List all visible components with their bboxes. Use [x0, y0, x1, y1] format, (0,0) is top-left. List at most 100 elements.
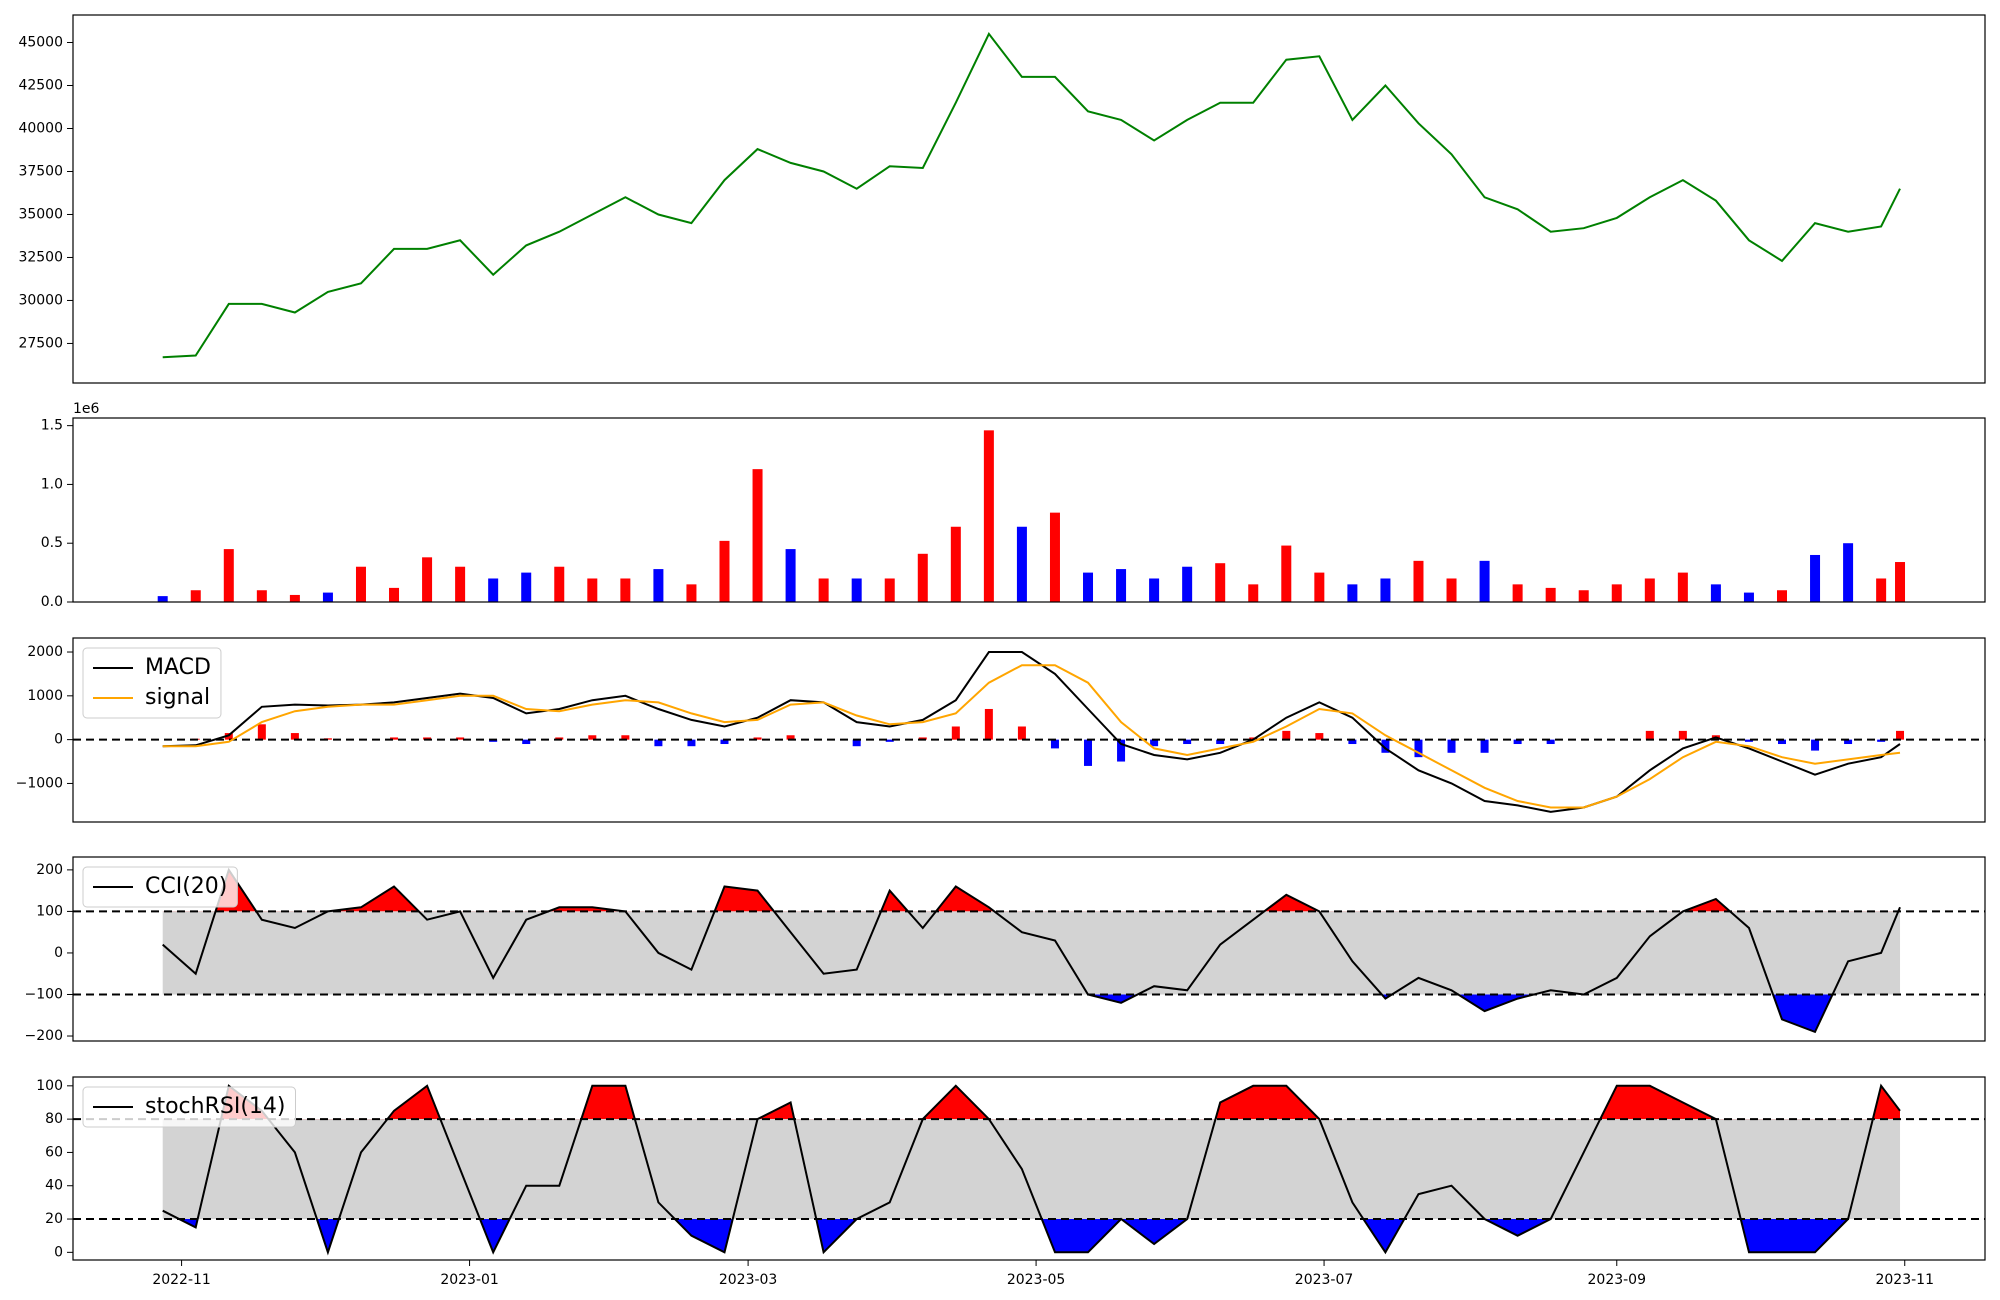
volume-bar — [1545, 587, 1556, 602]
histogram-bar — [1896, 730, 1905, 740]
histogram-bar — [753, 737, 762, 740]
volume-bar — [785, 549, 796, 602]
volume-bar — [1479, 560, 1490, 602]
x-tick-label: 2023-07 — [1295, 1272, 1354, 1288]
volume-bar — [1776, 590, 1787, 602]
volume-bar — [488, 578, 499, 602]
y-tick-label: 0 — [54, 945, 63, 961]
histogram-bar — [555, 737, 564, 740]
histogram-bar — [1877, 739, 1886, 742]
histogram-bar — [522, 739, 531, 745]
histogram-bar — [1447, 739, 1456, 753]
neutral-band — [162, 1119, 1901, 1220]
legend-box — [82, 866, 238, 908]
neutral-band — [162, 911, 1901, 995]
y-tick-label: 32500 — [18, 249, 63, 265]
volume-bar — [1446, 578, 1457, 602]
legend-label: CCI(20) — [145, 874, 227, 899]
histogram-bar — [1744, 739, 1753, 742]
y-tick-label: 45000 — [18, 35, 63, 51]
volume-bar — [1512, 584, 1523, 602]
panel-frame — [72, 1076, 1986, 1261]
volume-bar — [1116, 569, 1127, 602]
volume-bar — [653, 569, 664, 602]
histogram-bar — [1678, 730, 1687, 740]
y-tick-label: 1.5 — [41, 418, 63, 434]
histogram-bar — [588, 735, 597, 740]
histogram-bar — [290, 733, 299, 740]
histogram-bar — [1282, 730, 1291, 740]
histogram-bar — [489, 739, 498, 742]
x-tick-label: 2022-11 — [152, 1272, 211, 1288]
histogram-bar — [1050, 739, 1059, 749]
volume-bar — [587, 578, 598, 602]
histogram-bar — [257, 724, 266, 740]
histogram-bar — [1811, 739, 1820, 751]
histogram-bar — [654, 739, 663, 747]
histogram-bar — [1480, 739, 1489, 753]
volume-bar — [1281, 545, 1292, 602]
volume-bar — [1380, 578, 1391, 602]
histogram-bar — [1645, 730, 1654, 740]
legend-label: stochRSI(14) — [145, 1094, 286, 1119]
legend: MACD signal — [82, 647, 222, 719]
volume-bar — [223, 549, 234, 602]
legend: CCI(20) — [82, 866, 238, 908]
y-tick-label: 2000 — [27, 644, 63, 660]
volume-bar — [1710, 584, 1721, 602]
histogram-bar — [1777, 739, 1786, 745]
histogram-bar — [1381, 739, 1390, 753]
series-line — [162, 867, 1901, 1034]
volume-bar — [1083, 572, 1094, 602]
volume-bar — [190, 590, 201, 602]
y-tick-label: 60 — [45, 1144, 63, 1160]
volume-bar — [1182, 566, 1193, 602]
histogram-bar — [885, 739, 894, 742]
series-line — [162, 664, 1901, 809]
volume-bar — [950, 526, 961, 602]
volume-bar — [1895, 562, 1906, 602]
panel-frame — [72, 856, 1986, 1042]
series-line — [162, 651, 1901, 813]
volume-bar — [1843, 543, 1854, 602]
volume-bar — [1347, 584, 1358, 602]
volume-bar — [1578, 590, 1589, 602]
series-line — [162, 1083, 1901, 1256]
y-tick-label: 1.0 — [41, 476, 63, 492]
legend: stochRSI(14) — [82, 1086, 296, 1128]
overbought-fill — [162, 1085, 1900, 1120]
volume-bar — [1016, 526, 1027, 602]
volume-bar — [422, 557, 433, 602]
volume-bar — [620, 578, 631, 602]
volume-bar — [322, 592, 333, 602]
x-tick-label: 2023-05 — [1007, 1272, 1066, 1288]
volume-bar — [455, 566, 466, 602]
x-tick-label: 2023-09 — [1588, 1272, 1647, 1288]
y-tick-label: 40000 — [18, 120, 63, 136]
volume-bar — [1149, 578, 1160, 602]
histogram-bar — [1017, 726, 1026, 740]
histogram-bar — [1414, 739, 1423, 758]
histogram-bar — [1844, 739, 1853, 745]
histogram-bar — [918, 737, 927, 740]
histogram-bar — [1348, 739, 1357, 745]
y-tick-label: 0.5 — [41, 535, 63, 551]
y-tick-label: −200 — [25, 1028, 63, 1044]
histogram-bar — [786, 735, 795, 740]
histogram-bar — [984, 708, 993, 740]
histogram-bar — [1546, 739, 1555, 745]
histogram-bar — [390, 737, 399, 740]
y-tick-label: 0 — [54, 732, 63, 748]
y-tick-label: −100 — [25, 986, 63, 1002]
volume-bar — [256, 590, 267, 602]
y-tick-label: 0 — [54, 1244, 63, 1260]
volume-bar — [1876, 578, 1887, 602]
histogram-bar — [951, 726, 960, 740]
legend-box — [82, 647, 222, 719]
volume-bar — [1049, 512, 1060, 602]
histogram-bar — [423, 737, 432, 740]
y-tick-label: 27500 — [18, 335, 63, 351]
histogram-bar — [1150, 739, 1159, 747]
